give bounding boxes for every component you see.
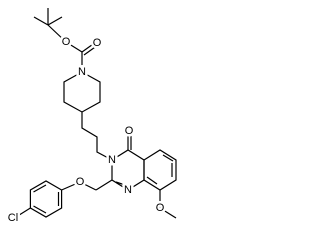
atom-label: Cl <box>8 212 18 224</box>
atom-labels: O O N O N N O O Cl <box>5 34 167 227</box>
atom-label: N <box>108 154 116 166</box>
atom-label: O <box>125 125 134 137</box>
atom-label: O <box>93 37 102 49</box>
bonds <box>15 8 177 219</box>
atom-label: O <box>62 36 71 48</box>
atom-label: N <box>124 184 132 196</box>
atom-label: N <box>78 66 86 78</box>
atom-label: O <box>156 202 165 214</box>
molecule-diagram: O O N O N N O O Cl <box>5 8 177 227</box>
atom-label: O <box>76 176 85 188</box>
